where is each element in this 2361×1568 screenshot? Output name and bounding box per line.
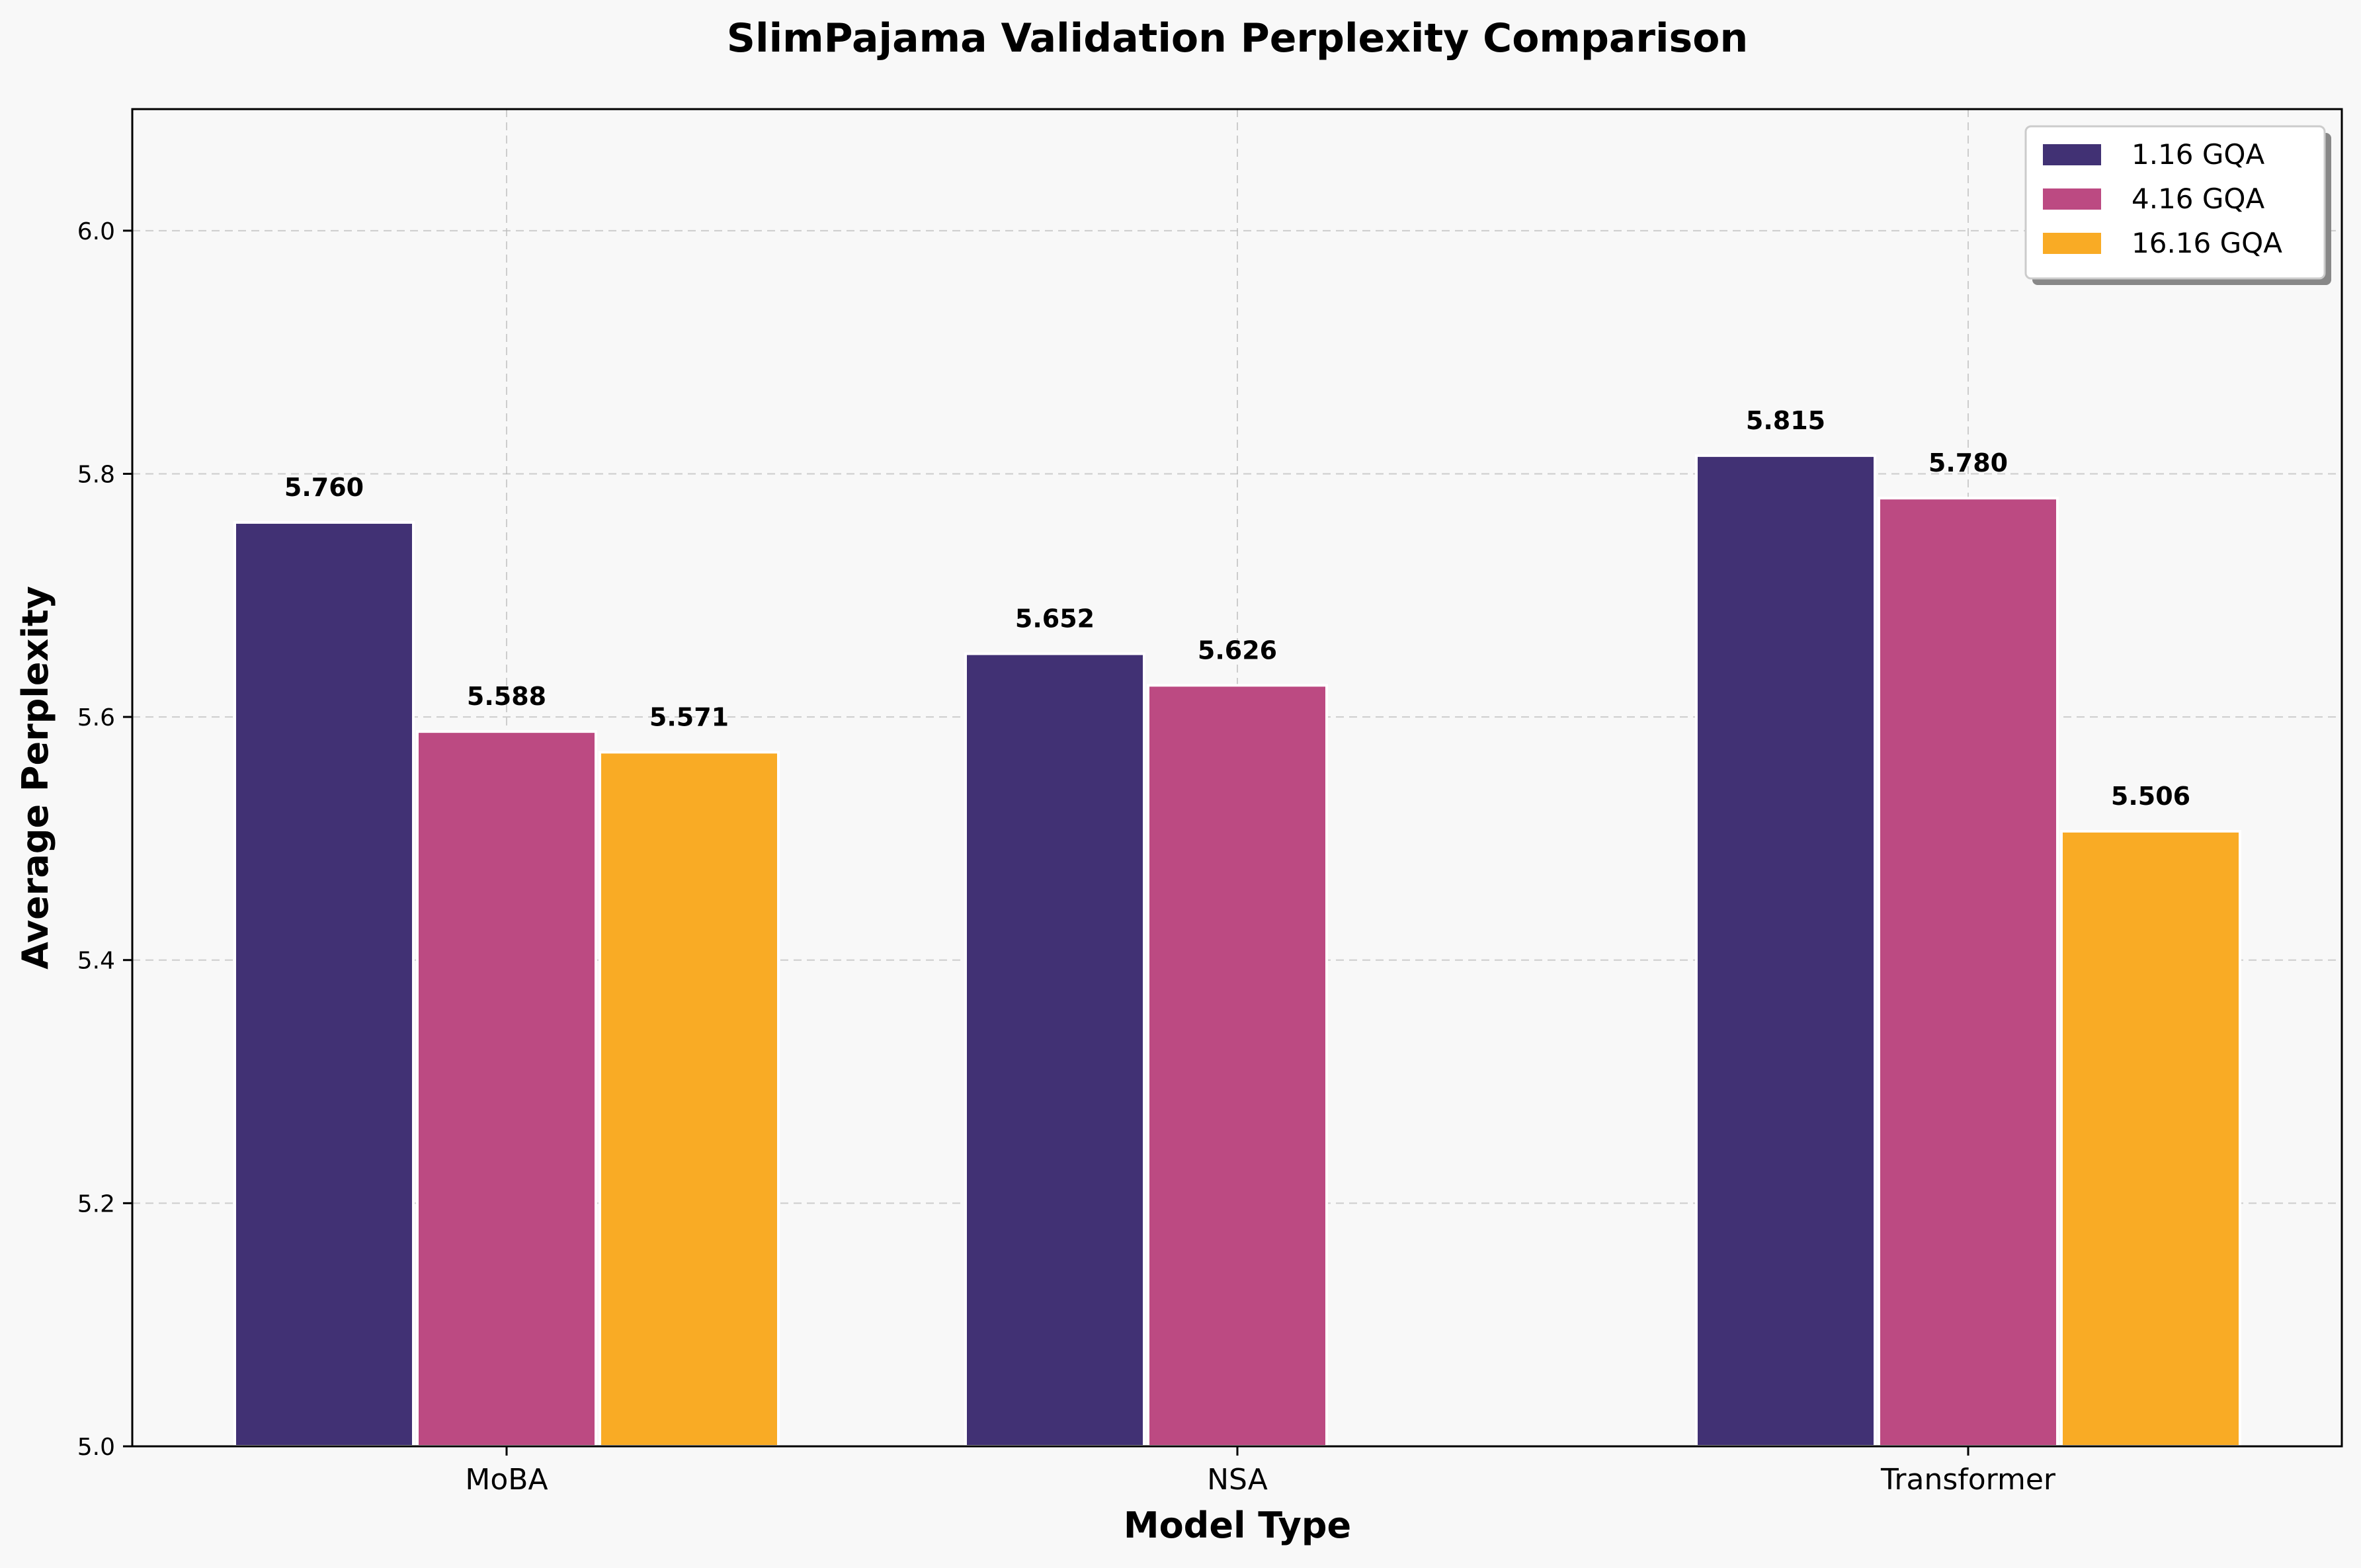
bar-value-label: 5.815 (1746, 406, 1825, 435)
bar (1147, 684, 1328, 1448)
bar-value-label: 5.506 (2111, 782, 2190, 811)
y-tick-label: 5.2 (77, 1190, 115, 1217)
chart-title: SlimPajama Validation Perplexity Compari… (727, 15, 1748, 62)
legend-swatch (2042, 187, 2102, 211)
legend: 1.16 GQA 4.16 GQA 16.16 GQA (2024, 125, 2331, 285)
bar (2060, 829, 2241, 1448)
bar-value-label: 5.571 (649, 702, 729, 731)
bar-value-label: 5.652 (1015, 604, 1095, 634)
x-axis: MoBA NSA Transformer (465, 1446, 2056, 1497)
legend-swatch (2042, 143, 2102, 167)
y-axis-label: Average Perplexity (15, 586, 56, 970)
y-axis: 5.0 5.2 5.4 5.6 5.8 6.0 (77, 218, 132, 1461)
bar-value-label: 5.780 (1928, 448, 2008, 477)
bar-value-label: 5.760 (284, 473, 364, 502)
bar (964, 652, 1145, 1448)
bar (1878, 497, 2059, 1448)
y-tick-label: 5.0 (77, 1434, 115, 1461)
bar (416, 730, 597, 1448)
plot-area: 5.760 5.588 5.571 5.652 5.626 5.815 5.780 5.506… (77, 108, 2343, 1497)
x-axis-label: Model Type (1124, 1505, 1351, 1546)
y-tick-label: 5.8 (77, 461, 115, 488)
x-tick-label: NSA (1207, 1463, 1268, 1497)
legend-label: 1.16 GQA (2132, 138, 2264, 171)
legend-label: 4.16 GQA (2132, 183, 2264, 215)
legend-swatch (2042, 231, 2102, 255)
y-tick-label: 6.0 (77, 218, 115, 245)
legend-label: 16.16 GQA (2132, 227, 2282, 259)
bar (599, 751, 780, 1448)
bar-value-label: 5.626 (1198, 636, 1277, 665)
bar-value-label: 5.588 (467, 682, 546, 711)
bars: 5.760 5.588 5.571 5.652 5.626 5.815 5.780 5.506 (233, 406, 2241, 1448)
bar (1695, 454, 1876, 1448)
x-tick-label: Transformer (1880, 1463, 2056, 1497)
y-tick-label: 5.6 (77, 704, 115, 731)
bar (233, 520, 415, 1448)
x-tick-label: MoBA (465, 1463, 548, 1497)
y-tick-label: 5.4 (77, 948, 115, 975)
